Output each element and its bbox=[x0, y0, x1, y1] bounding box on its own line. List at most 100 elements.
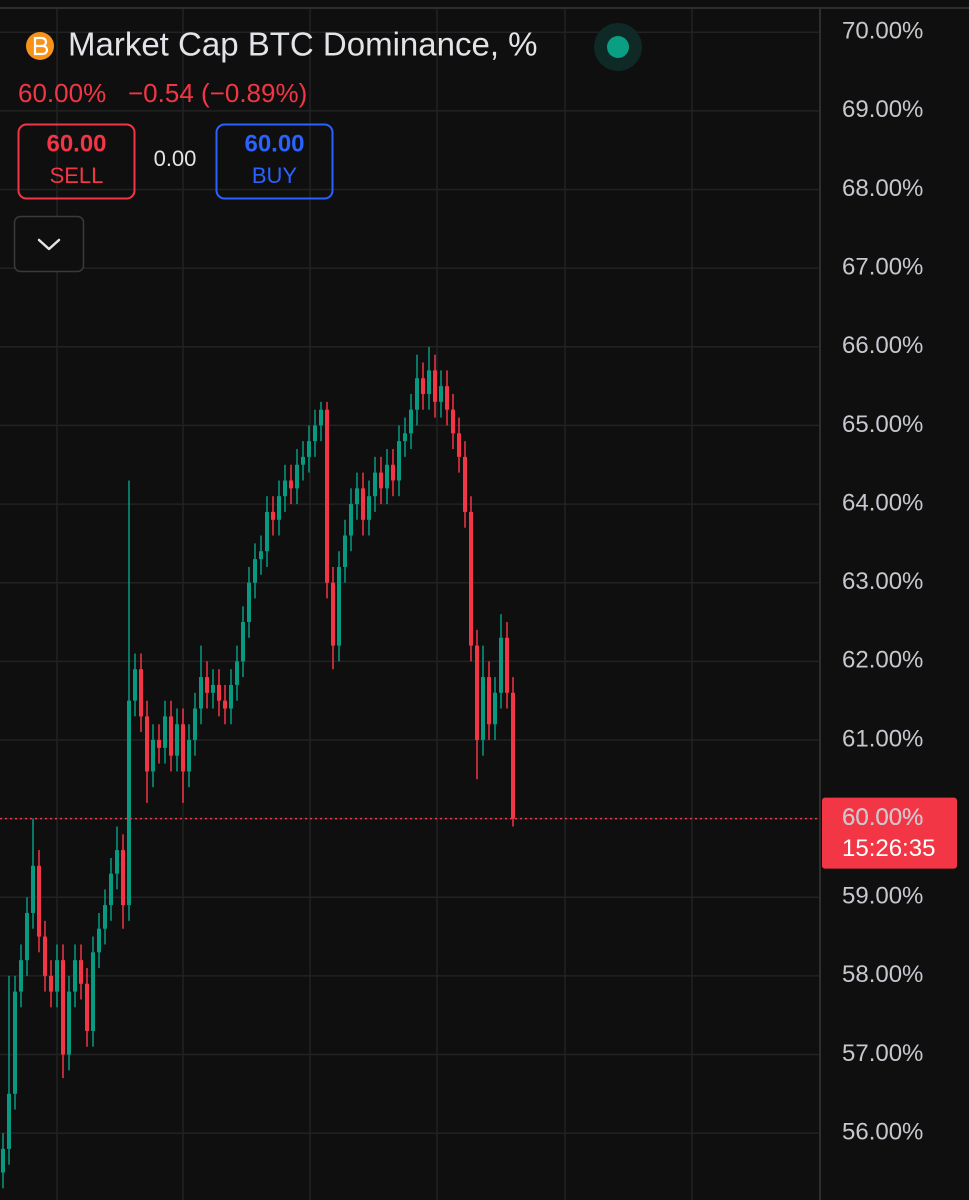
candle-body bbox=[211, 684, 215, 693]
y-tick-label: 56.00% bbox=[842, 1119, 923, 1146]
candle-body bbox=[109, 873, 113, 906]
price-change: −0.54 (−0.89%) bbox=[128, 78, 307, 108]
candle-body bbox=[391, 464, 395, 481]
candle-body bbox=[421, 378, 425, 394]
candle-body bbox=[403, 433, 407, 442]
candle-body bbox=[499, 637, 503, 693]
candle-body bbox=[85, 983, 89, 1031]
candle-body bbox=[511, 692, 515, 819]
chevron-icon bbox=[37, 238, 61, 251]
candle-body bbox=[223, 700, 227, 709]
candle-body bbox=[187, 739, 191, 772]
candle-body bbox=[205, 677, 209, 693]
candle-body bbox=[265, 511, 269, 552]
candle-body bbox=[469, 511, 473, 646]
candle-body bbox=[301, 456, 305, 465]
candle-body bbox=[157, 739, 161, 748]
candle-body bbox=[79, 960, 83, 984]
status-dot bbox=[607, 36, 629, 58]
candle-body bbox=[67, 991, 71, 1055]
candle-body bbox=[115, 850, 119, 874]
candle-body bbox=[43, 936, 47, 976]
collapse-button[interactable] bbox=[13, 215, 85, 273]
sell-button[interactable] bbox=[17, 123, 136, 200]
candles bbox=[1, 346, 515, 1189]
candle-body bbox=[235, 661, 239, 685]
overlay: 60.00% 15:26:35 bbox=[0, 797, 957, 869]
candle-body bbox=[61, 960, 65, 1055]
countdown: 15:26:35 bbox=[842, 835, 935, 862]
candle-body bbox=[343, 535, 347, 567]
y-tick-label: 60.00% bbox=[842, 804, 923, 831]
candle-body bbox=[37, 865, 41, 937]
y-tick-label: 61.00% bbox=[842, 725, 923, 752]
candle-body bbox=[103, 905, 107, 929]
candle-body bbox=[319, 409, 323, 426]
candle-body bbox=[241, 622, 245, 662]
candle-body bbox=[25, 912, 29, 961]
candle-body bbox=[349, 504, 353, 536]
candle-body bbox=[1, 1148, 5, 1173]
y-tick-label: 66.00% bbox=[842, 332, 923, 359]
candle-body bbox=[7, 1093, 11, 1149]
candle-body bbox=[145, 716, 149, 772]
candle-body bbox=[427, 370, 431, 394]
y-tick-label: 58.00% bbox=[842, 961, 923, 988]
candle-body bbox=[73, 960, 77, 992]
buy-price: 60.00 bbox=[244, 130, 304, 157]
candle-body bbox=[199, 677, 203, 709]
candle-body bbox=[277, 496, 281, 520]
candle-body bbox=[13, 991, 17, 1094]
candle-body bbox=[385, 464, 389, 489]
candle-body bbox=[493, 692, 497, 725]
candle-body bbox=[415, 378, 419, 410]
y-tick-label: 69.00% bbox=[842, 96, 923, 123]
candle-body bbox=[133, 669, 137, 701]
candle-body bbox=[121, 850, 125, 906]
candle-body bbox=[259, 551, 263, 560]
candle-body bbox=[193, 708, 197, 740]
last-price-tag bbox=[822, 797, 957, 869]
candle-body bbox=[337, 566, 341, 646]
candle-body bbox=[457, 433, 461, 457]
candle-body bbox=[439, 386, 443, 402]
candle-body bbox=[127, 700, 131, 906]
candle-body bbox=[31, 865, 35, 913]
candle-body bbox=[247, 582, 251, 623]
candle-body bbox=[283, 480, 287, 497]
y-tick-label: 62.00% bbox=[842, 647, 923, 674]
y-tick-label: 59.00% bbox=[842, 883, 923, 910]
coin-icon-glyph bbox=[33, 36, 49, 56]
candle-body bbox=[481, 677, 485, 740]
candle-body bbox=[505, 637, 509, 693]
candle-body bbox=[433, 370, 437, 402]
candle-body bbox=[361, 488, 365, 520]
spread: 0.00 bbox=[154, 146, 197, 171]
y-tick-label: 67.00% bbox=[842, 253, 923, 280]
candle-body bbox=[229, 684, 233, 709]
last-price-label: 60.00% bbox=[842, 804, 923, 831]
candle-body bbox=[151, 739, 155, 772]
candle-body bbox=[379, 472, 383, 489]
sell-price: 60.00 bbox=[46, 130, 106, 157]
candle-body bbox=[289, 480, 293, 489]
candle-body bbox=[355, 488, 359, 505]
candle-body bbox=[175, 724, 179, 756]
y-tick-label: 64.00% bbox=[842, 489, 923, 516]
candle-body bbox=[139, 669, 143, 717]
current-price: 60.00% bbox=[18, 78, 106, 108]
candle-body bbox=[451, 409, 455, 434]
candle-body bbox=[331, 582, 335, 646]
candle-body bbox=[253, 559, 257, 583]
candle-body bbox=[463, 456, 467, 512]
candle-body bbox=[217, 684, 221, 701]
candle-body bbox=[307, 441, 311, 457]
candle-body bbox=[445, 386, 449, 410]
buy-button[interactable] bbox=[215, 123, 334, 200]
candle-body bbox=[373, 472, 377, 497]
y-tick-label: 57.00% bbox=[842, 1040, 923, 1067]
candle-body bbox=[475, 645, 479, 740]
candle-body bbox=[91, 952, 95, 1031]
